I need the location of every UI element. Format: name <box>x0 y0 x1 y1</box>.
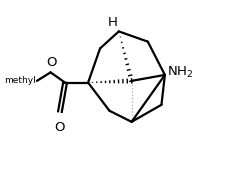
Text: methyl: methyl <box>4 76 36 85</box>
Text: NH$_2$: NH$_2$ <box>167 65 193 80</box>
Text: O: O <box>55 121 65 134</box>
Text: H: H <box>108 16 118 29</box>
Text: O: O <box>46 56 57 69</box>
